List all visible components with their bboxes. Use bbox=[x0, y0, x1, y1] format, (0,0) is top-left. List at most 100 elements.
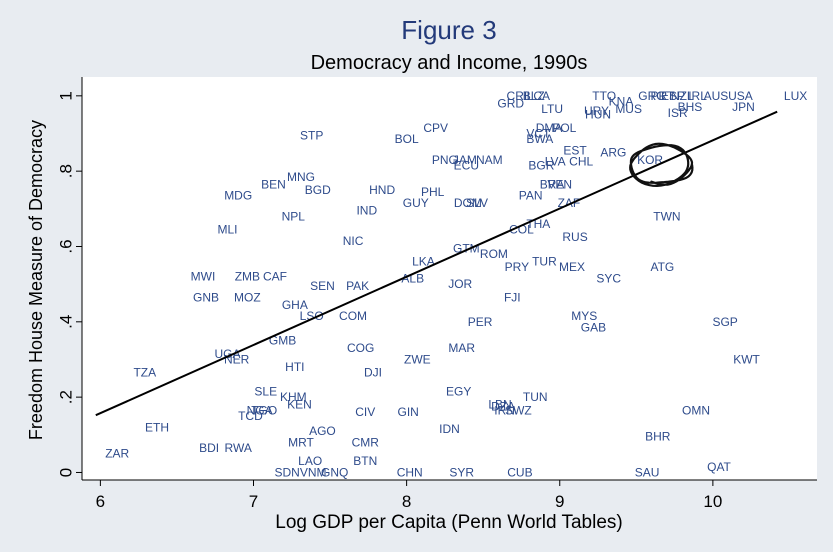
data-point-label: GMB bbox=[269, 334, 296, 348]
data-point-label: VCT bbox=[526, 126, 551, 140]
data-point-label: GRD bbox=[497, 96, 524, 110]
data-point-label: ATG bbox=[650, 260, 674, 274]
data-point-label: AUS bbox=[704, 89, 729, 103]
data-point-label: PRY bbox=[505, 260, 529, 274]
data-point-label: BEN bbox=[261, 177, 286, 191]
data-point-label: UGA bbox=[214, 347, 240, 361]
data-point-label: HUN bbox=[585, 108, 611, 122]
data-point-label: IRN bbox=[494, 403, 515, 417]
data-point-label: PHL bbox=[421, 185, 445, 199]
x-axis-label: Log GDP per Capita (Penn World Tables) bbox=[275, 512, 622, 533]
data-point-label: TZA bbox=[133, 366, 156, 380]
data-point-label: DMA bbox=[536, 121, 563, 135]
data-point-label: POL bbox=[552, 121, 576, 135]
data-point-label: JOR bbox=[448, 277, 472, 291]
data-point-label: COM bbox=[339, 309, 367, 323]
axes: 6 7 8 9 10 0 .2 .4 .6 .8 1 bbox=[57, 77, 817, 511]
data-point-label: DJI bbox=[364, 366, 382, 380]
data-point-label: MOZ bbox=[234, 290, 261, 304]
data-point-label: GRC bbox=[638, 89, 665, 103]
data-point-label: GNB bbox=[193, 290, 219, 304]
data-point-label: PNG bbox=[432, 153, 458, 167]
data-point-label: GUY bbox=[403, 196, 429, 210]
data-point-label: DOM bbox=[454, 196, 482, 210]
data-point-label: RWA bbox=[225, 441, 252, 455]
y-tick-label: .8 bbox=[57, 164, 76, 178]
data-point-label: NIC bbox=[343, 234, 364, 248]
data-point-label: GIN bbox=[397, 405, 418, 419]
data-point-label: NPL bbox=[282, 209, 306, 223]
data-point-label: HND bbox=[369, 183, 395, 197]
data-point-label: KNA bbox=[609, 94, 634, 108]
data-point-label: COG bbox=[347, 341, 374, 355]
fitted-line bbox=[95, 110, 778, 417]
data-point-label: BHS bbox=[678, 100, 703, 114]
data-point-label: NGA bbox=[247, 403, 273, 417]
data-point-label: AGO bbox=[309, 424, 336, 438]
data-point-label: JAM bbox=[453, 153, 477, 167]
data-point-label: CMR bbox=[352, 435, 380, 449]
data-point-label: KWT bbox=[733, 352, 760, 366]
data-point-label: JPN bbox=[732, 100, 755, 114]
data-point-label: BOL bbox=[395, 132, 419, 146]
data-point-label: RUS bbox=[562, 230, 587, 244]
data-point-label: ZMB bbox=[235, 270, 260, 284]
data-point-label: SGP bbox=[712, 315, 737, 329]
data-point-label: HTI bbox=[285, 360, 304, 374]
data-point-label: ZWE bbox=[404, 352, 431, 366]
y-axis-label: Freedom House Measure of Democracy bbox=[26, 120, 46, 440]
chart-subtitle: Democracy and Income, 1990s bbox=[311, 52, 588, 74]
data-point-label: BRA bbox=[540, 177, 565, 191]
data-point-label: MRT bbox=[288, 435, 314, 449]
data-point-label: TTO bbox=[592, 89, 616, 103]
data-point-label: LAO bbox=[298, 454, 322, 468]
data-point-label: CHL bbox=[569, 155, 593, 169]
y-tick-label: .4 bbox=[57, 315, 76, 329]
data-point-label: CRI bbox=[507, 89, 528, 103]
data-point-label: CHN bbox=[397, 465, 423, 479]
chart-title: Figure 3 bbox=[401, 15, 496, 45]
data-point-label: MAR bbox=[448, 341, 475, 355]
data-point-label: QAT bbox=[707, 460, 731, 474]
data-point-label: URY bbox=[584, 104, 609, 118]
data-point-label: SLV bbox=[466, 196, 488, 210]
data-point-label: ETH bbox=[145, 420, 169, 434]
data-point-label: TUN bbox=[523, 390, 548, 404]
data-point-label: NZL bbox=[671, 89, 694, 103]
y-tick-label: 1 bbox=[57, 91, 76, 100]
data-point-label: EGY bbox=[446, 384, 471, 398]
x-tick-label: 8 bbox=[402, 492, 411, 511]
data-point-label: STP bbox=[300, 128, 323, 142]
y-tick-label: 0 bbox=[57, 468, 76, 477]
data-point-label: BTN bbox=[353, 454, 377, 468]
data-point-label: SAU bbox=[635, 465, 660, 479]
data-point-label: OMN bbox=[682, 403, 710, 417]
data-point-label: SWZ bbox=[505, 403, 532, 417]
data-point-label: EST bbox=[563, 143, 587, 157]
data-point-label: TCD bbox=[238, 409, 263, 423]
data-point-label: ECU bbox=[454, 159, 479, 173]
data-point-label: MNG bbox=[287, 170, 315, 184]
data-point-label: FJI bbox=[504, 290, 521, 304]
data-point-label: SLE bbox=[254, 384, 277, 398]
data-point-label: LUX bbox=[784, 89, 807, 103]
data-point-label: ISR bbox=[668, 106, 688, 120]
data-point-label: MLI bbox=[217, 223, 237, 237]
data-point-label: LBN bbox=[488, 398, 511, 412]
data-point-label: LSO bbox=[300, 309, 324, 323]
data-point-label: KEN bbox=[287, 398, 312, 412]
data-point-label: BWA bbox=[526, 132, 553, 146]
data-point-label: PAK bbox=[346, 279, 369, 293]
data-point-label: GHA bbox=[282, 298, 308, 312]
hand-drawn-circle-mark bbox=[629, 142, 694, 188]
data-point-label: CAF bbox=[263, 270, 287, 284]
data-point-label: CPV bbox=[423, 121, 448, 135]
data-point-label: MYS bbox=[571, 309, 597, 323]
data-point-label: DZA bbox=[491, 400, 515, 414]
data-point-label: IDN bbox=[439, 422, 460, 436]
data-point-label: MDG bbox=[224, 189, 252, 203]
data-point-label: BGD bbox=[305, 183, 331, 197]
